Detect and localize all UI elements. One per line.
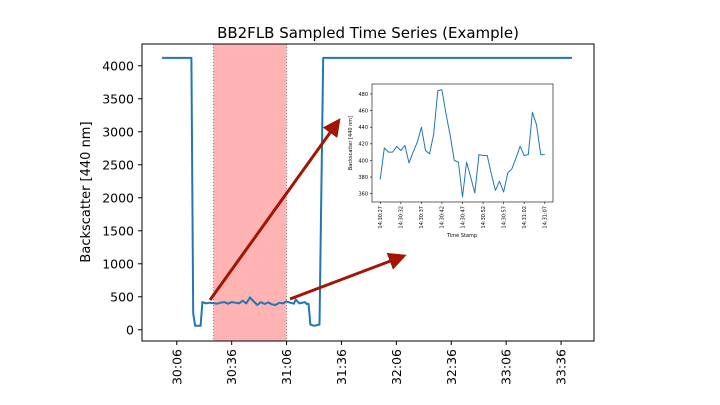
inset-y-tick-label: 360 [358,191,368,197]
inset-x-tick-label: 14:31:02 [522,206,528,228]
main-y-tick-label: 3500 [102,91,134,106]
inset-y-tick-label: 460 [358,108,368,114]
highlight-span [213,44,287,341]
inset-y-axis-label: Backscatter [440 nm] [348,116,354,170]
inset-x-axis-label: Time Stamp [446,233,477,239]
inset-background [372,84,553,202]
main-plot-frame [141,43,595,342]
inset-x-axis: 14:30:27 14:30:32 14:30:37 14:30:42 14:30:47… [378,202,549,228]
main-y-tick-label: 0 [126,322,134,337]
main-x-axis: 30:06 30:36 31:06 31:36 32:06 32:36 33:06 33:36 [169,341,569,385]
main-y-tick-label: 2500 [102,157,134,172]
main-x-tick-label: 31:06 [279,349,294,385]
arrow-to-inset-lower [289,252,407,301]
inset-x-tick-label: 14:30:32 [399,206,405,228]
main-x-tick-label: 32:36 [444,349,459,385]
inset-x-tick-label: 14:30:42 [440,206,446,228]
inset-y-tick-label: 480 [358,92,368,98]
main-x-tick-label: 33:36 [554,349,569,385]
inset-x-tick-label: 14:30:27 [378,206,384,228]
main-chart-title: BB2FLB Sampled Time Series (Example) [217,24,519,42]
main-x-tick-label: 33:06 [499,349,514,385]
arrow-to-inset-upper [208,118,341,301]
main-y-axis-label: Backscatter [440 nm] [79,121,94,262]
inset-x-tick-label: 14:30:37 [419,206,425,228]
inset-series-line [379,89,545,198]
main-y-tick-label: 2000 [102,190,134,205]
main-y-tick-label: 4000 [102,58,134,73]
main-series-line [162,56,572,327]
main-x-tick-label: 32:06 [389,349,404,385]
inset-x-tick-label: 14:30:57 [501,206,507,228]
main-y-tick-label: 3000 [102,124,134,139]
main-y-tick-label: 500 [110,289,134,304]
main-x-tick-label: 30:36 [224,349,239,385]
inset-y-axis: 360 380 400 420 440 460 480 [358,92,372,197]
main-y-tick-label: 1500 [102,223,134,238]
inset-y-tick-label: 380 [358,175,368,181]
inset-x-tick-label: 14:30:52 [481,206,487,228]
inset-y-tick-label: 420 [358,142,368,148]
main-y-axis: 0 500 1000 1500 2000 2500 3000 3500 4000 [102,58,142,337]
main-x-tick-label: 31:36 [334,349,349,385]
inset-x-tick-label: 14:30:47 [460,206,466,228]
main-x-tick-label: 30:06 [169,349,184,385]
inset-y-tick-label: 400 [358,158,368,164]
main-y-tick-label: 1000 [102,256,134,271]
inset-x-tick-label: 14:31:07 [543,206,549,228]
inset-y-tick-label: 440 [358,125,368,131]
